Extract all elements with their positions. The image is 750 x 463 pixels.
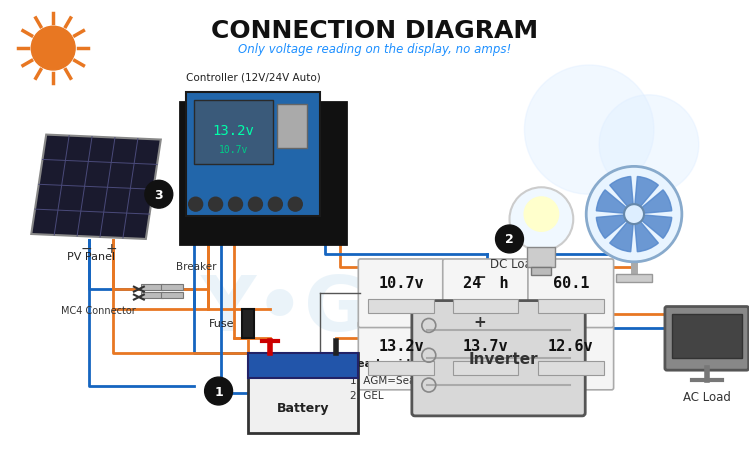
Text: 60.1: 60.1 [553,276,589,291]
Circle shape [496,225,524,253]
Text: Lead-acid battery type:: Lead-acid battery type: [350,358,496,369]
Circle shape [524,197,560,232]
Text: Only voltage reading on the display, no amps!: Only voltage reading on the display, no … [238,43,512,56]
FancyBboxPatch shape [368,361,434,375]
Wedge shape [634,215,672,239]
Text: PV Panel: PV Panel [67,251,115,261]
Circle shape [288,198,302,212]
FancyBboxPatch shape [672,314,742,358]
Polygon shape [32,135,160,239]
Circle shape [248,198,262,212]
FancyBboxPatch shape [358,259,444,328]
FancyBboxPatch shape [358,321,444,390]
Text: +: + [474,314,487,329]
Circle shape [189,198,202,212]
Wedge shape [610,177,634,215]
Wedge shape [610,215,634,252]
FancyBboxPatch shape [528,321,614,390]
FancyBboxPatch shape [527,247,555,267]
FancyBboxPatch shape [442,259,529,328]
Text: −: − [80,241,92,256]
Text: MC4 Connector: MC4 Connector [62,305,136,315]
Text: 3: 3 [154,188,163,201]
FancyBboxPatch shape [180,103,346,244]
Text: 12.6v: 12.6v [548,338,593,353]
FancyBboxPatch shape [186,93,320,217]
FancyBboxPatch shape [242,309,254,338]
Text: 2. GEL: 2. GEL [350,390,384,400]
Wedge shape [596,215,634,239]
Text: 13.2v: 13.2v [378,338,424,353]
Circle shape [586,167,682,262]
Circle shape [624,205,644,225]
Text: Controller (12V/24V Auto): Controller (12V/24V Auto) [186,73,320,83]
FancyBboxPatch shape [141,292,163,298]
FancyBboxPatch shape [532,267,551,275]
FancyBboxPatch shape [160,292,183,298]
Circle shape [524,66,654,195]
Text: 10.7v: 10.7v [219,145,248,155]
FancyBboxPatch shape [453,361,518,375]
Text: Inverter: Inverter [469,351,538,366]
FancyBboxPatch shape [248,353,358,378]
Text: 13.7v: 13.7v [463,338,509,353]
Circle shape [145,181,172,209]
Circle shape [268,198,282,212]
FancyBboxPatch shape [248,353,358,433]
Circle shape [205,377,232,405]
Text: Battery: Battery [277,401,329,414]
FancyBboxPatch shape [665,307,748,370]
Circle shape [599,96,699,195]
Text: Y•G: Y•G [201,272,368,346]
Text: Breaker: Breaker [176,261,216,271]
Text: 1. AGM=Sealed、Flooded / OPEN: 1. AGM=Sealed、Flooded / OPEN [350,374,518,384]
Text: AC Load: AC Load [682,390,730,403]
Text: 2: 2 [506,233,514,246]
Wedge shape [634,190,672,215]
Text: CONNECTION DIAGRAM: CONNECTION DIAGRAM [211,19,538,43]
Wedge shape [634,177,658,215]
FancyBboxPatch shape [538,299,604,313]
Text: 1: 1 [214,385,223,398]
FancyBboxPatch shape [194,100,274,165]
Circle shape [209,198,223,212]
FancyBboxPatch shape [141,284,163,290]
FancyBboxPatch shape [442,321,529,390]
Wedge shape [634,215,658,252]
Text: 13.2v: 13.2v [212,123,254,138]
Text: Fuse: Fuse [209,319,235,329]
Circle shape [32,27,75,71]
Text: DC Load: DC Load [490,257,538,270]
Text: 10.7v: 10.7v [378,276,424,291]
FancyBboxPatch shape [616,274,652,282]
FancyBboxPatch shape [412,301,585,416]
Text: 24  h: 24 h [463,276,509,291]
FancyBboxPatch shape [528,259,614,328]
FancyBboxPatch shape [278,105,308,149]
FancyBboxPatch shape [368,299,434,313]
Circle shape [229,198,242,212]
FancyBboxPatch shape [453,299,518,313]
FancyBboxPatch shape [538,361,604,375]
Wedge shape [596,190,634,215]
Text: −: − [474,269,487,284]
Text: +: + [105,241,117,256]
FancyBboxPatch shape [160,284,183,290]
Circle shape [509,188,573,251]
